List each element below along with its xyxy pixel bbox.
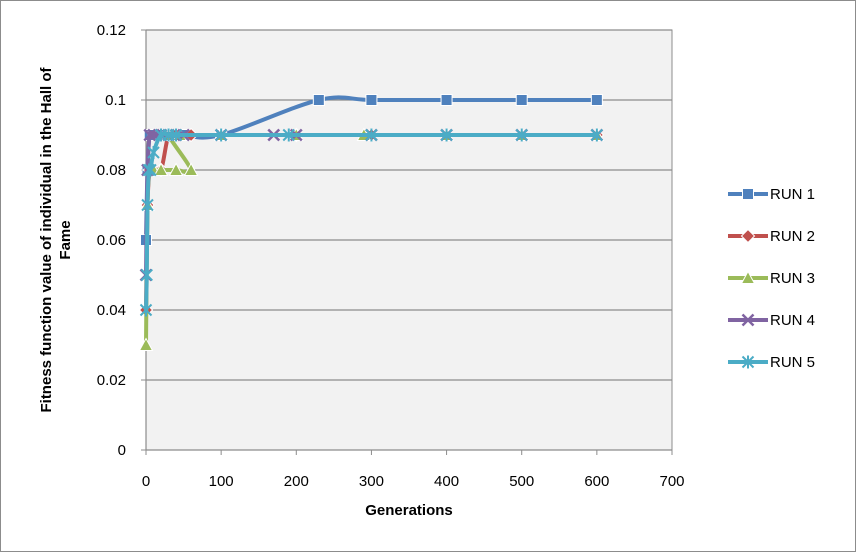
series-4-point-2 [143, 128, 157, 142]
series-1-point-11 [440, 94, 453, 106]
legend-marker-4 [741, 313, 755, 327]
legend-label-4: RUN 4 [770, 312, 815, 329]
y-tick-label-6: 0.12 [97, 22, 126, 39]
x-tick-label-3: 300 [359, 473, 384, 490]
tick-labels: 0 0.02 0.04 0.06 0.08 0.1 0.12 0 100 200 300 400 500… [97, 22, 685, 490]
y-tick-label-1: 0.02 [97, 372, 126, 389]
series-5-point-10 [282, 128, 295, 142]
legend-label-5: RUN 5 [770, 354, 815, 371]
y-tick-label-3: 0.06 [97, 232, 126, 249]
series-5-point-14 [590, 128, 604, 142]
legend-marker-3 [740, 270, 756, 284]
legend: RUN 1 RUN 2 RUN 3 RUN 4 RUN 5 [728, 186, 815, 371]
series-1-point-9 [312, 94, 325, 106]
x-tick-label-2: 200 [284, 473, 309, 490]
x-tick-label-6: 600 [584, 473, 609, 490]
series-5-point-11 [365, 128, 378, 142]
y-tick-label-4: 0.08 [97, 162, 126, 179]
x-tick-label-7: 700 [659, 473, 684, 490]
series-1-point-13 [590, 94, 603, 106]
legend-item-1: RUN 1 [728, 186, 815, 203]
y-tick-label-5: 0.1 [105, 92, 126, 109]
series-5-point-2 [141, 198, 154, 212]
series-3-point-5 [168, 162, 184, 176]
series-5-point-12 [440, 128, 453, 142]
x-tick-label-0: 0 [142, 473, 150, 490]
x-tick-label-4: 400 [434, 473, 459, 490]
y-tick-label-2: 0.04 [97, 302, 126, 319]
legend-item-2: RUN 2 [728, 228, 815, 245]
legend-marker-1 [742, 188, 754, 200]
series-5-point-4 [144, 163, 157, 177]
series-3-point-0 [138, 337, 154, 351]
x-tick-label-5: 500 [509, 473, 534, 490]
axis-titles: Generations Fitness function value of in… [38, 66, 453, 519]
legend-marker-2 [740, 228, 756, 244]
legend-item-3: RUN 3 [728, 270, 815, 287]
series-3-point-4 [153, 162, 169, 176]
series-1-point-12 [515, 94, 528, 106]
series-5-point-3 [142, 163, 156, 177]
legend-label-2: RUN 2 [770, 228, 815, 245]
series-5-point-13 [515, 128, 528, 142]
series-5-point-9 [214, 128, 228, 142]
y-tick-label-0: 0 [118, 442, 126, 459]
series-3-point-6 [183, 162, 199, 176]
y-axis-title-line-1: Fitness function value of individual in … [38, 66, 55, 412]
series-1-point-10 [365, 94, 378, 106]
series-5-point-8 [169, 128, 183, 142]
series-5 [139, 128, 604, 317]
x-axis-title: Generations [365, 502, 453, 519]
legend-marker-5 [741, 355, 755, 369]
legend-label-1: RUN 1 [770, 186, 815, 203]
legend-label-3: RUN 3 [770, 270, 815, 287]
series-5-point-0 [139, 303, 153, 317]
series-5-point-1 [140, 268, 153, 282]
legend-item-4: RUN 4 [728, 312, 815, 329]
y-axis-title-line-2: Fame [57, 220, 74, 259]
series-layer [138, 94, 605, 351]
legend-item-5: RUN 5 [728, 354, 815, 371]
x-tick-label-1: 100 [209, 473, 234, 490]
series-5-point-5 [147, 146, 160, 159]
